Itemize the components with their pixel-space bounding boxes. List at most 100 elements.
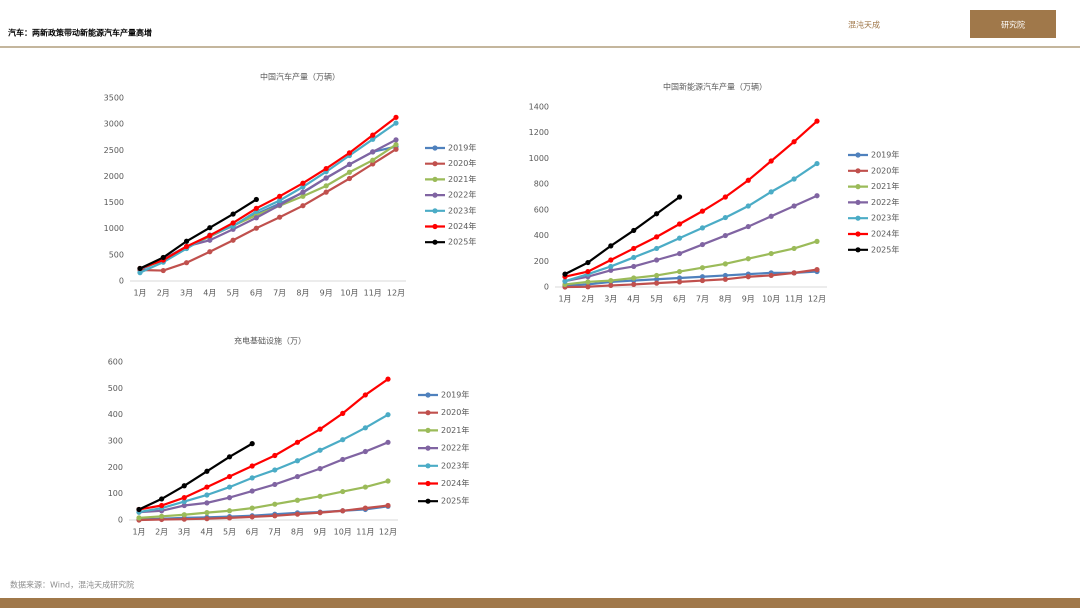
legend-marker xyxy=(432,176,438,182)
series-line xyxy=(139,198,257,270)
point-marker xyxy=(745,223,751,230)
x-tick-label: 3月 xyxy=(180,289,193,298)
point-marker xyxy=(300,193,306,199)
x-tick-label: 9月 xyxy=(742,295,755,304)
y-tick-label: 3000 xyxy=(104,120,124,129)
point-marker xyxy=(362,392,368,398)
point-marker xyxy=(699,277,706,284)
x-tick-label: 10月 xyxy=(334,528,352,537)
chart-title: 充电基础设施（万） xyxy=(234,336,306,346)
point-marker xyxy=(300,189,306,195)
point-marker xyxy=(608,263,614,270)
series-line xyxy=(564,194,818,283)
point-marker xyxy=(226,508,233,514)
point-marker xyxy=(230,220,236,226)
logo-name: 混沌天成 xyxy=(848,20,880,30)
point-marker xyxy=(385,478,391,484)
point-marker xyxy=(317,466,323,472)
x-tick-label: 1月 xyxy=(558,295,571,304)
point-marker xyxy=(159,496,165,502)
x-tick-label: 1月 xyxy=(133,289,146,298)
point-marker xyxy=(393,120,399,126)
point-marker xyxy=(317,493,323,499)
point-marker xyxy=(722,232,728,239)
point-marker xyxy=(370,132,376,138)
point-marker xyxy=(608,243,614,249)
point-marker xyxy=(699,274,706,280)
legend-label: 2019年 xyxy=(871,150,899,160)
point-marker xyxy=(181,516,187,522)
point-marker xyxy=(226,515,233,521)
legend-label: 2025年 xyxy=(871,244,899,254)
legend-label: 2020年 xyxy=(441,407,469,417)
point-marker xyxy=(699,241,706,248)
legend-marker xyxy=(425,410,431,416)
series-line xyxy=(564,268,818,289)
legend-marker xyxy=(432,161,438,167)
point-marker xyxy=(370,136,376,142)
legend-marker xyxy=(855,199,861,205)
point-marker xyxy=(346,169,353,175)
point-marker xyxy=(676,221,683,227)
footer-bar xyxy=(0,598,1080,608)
point-marker xyxy=(362,505,368,511)
point-marker xyxy=(272,513,278,519)
point-marker xyxy=(230,237,236,243)
y-tick-label: 500 xyxy=(109,250,124,259)
point-marker xyxy=(294,439,301,445)
legend-marker xyxy=(425,463,431,469)
legend-marker xyxy=(425,498,431,504)
x-tick-label: 6月 xyxy=(250,289,263,298)
point-marker xyxy=(385,502,391,509)
point-marker xyxy=(362,425,368,431)
legend-marker xyxy=(855,247,861,253)
point-marker xyxy=(249,441,255,447)
x-tick-label: 7月 xyxy=(268,528,281,537)
legend-marker xyxy=(432,145,438,151)
point-marker xyxy=(207,249,213,255)
series-line xyxy=(139,122,397,274)
point-marker xyxy=(608,282,614,289)
y-tick-label: 300 xyxy=(108,437,123,446)
point-marker xyxy=(654,234,660,240)
x-tick-label: 10月 xyxy=(340,289,358,298)
point-marker xyxy=(608,257,614,263)
point-marker xyxy=(676,279,683,285)
x-tick-label: 8月 xyxy=(291,528,304,537)
point-marker xyxy=(385,412,391,418)
point-marker xyxy=(277,202,283,208)
point-marker xyxy=(699,225,706,231)
point-marker xyxy=(722,261,728,267)
series-line xyxy=(139,138,397,270)
point-marker xyxy=(249,475,255,481)
point-marker xyxy=(340,488,346,495)
point-marker xyxy=(249,488,255,494)
legend-label: 2021年 xyxy=(871,181,899,191)
point-marker xyxy=(230,211,236,217)
series-line xyxy=(138,504,389,522)
point-marker xyxy=(207,232,213,239)
point-marker xyxy=(676,235,683,241)
series-line xyxy=(564,196,681,276)
point-marker xyxy=(631,263,637,270)
x-tick-label: 5月 xyxy=(223,528,236,537)
legend-label: 2025年 xyxy=(441,496,469,506)
series-line xyxy=(138,479,389,519)
x-tick-label: 6月 xyxy=(673,295,686,304)
point-marker xyxy=(136,515,142,521)
point-marker xyxy=(585,284,591,290)
legend-marker xyxy=(855,215,861,221)
point-marker xyxy=(323,183,329,189)
point-marker xyxy=(294,497,301,503)
point-marker xyxy=(791,270,797,276)
point-marker xyxy=(370,157,376,163)
series-line xyxy=(139,148,397,272)
legend-label: 2022年 xyxy=(441,443,469,453)
x-tick-label: 2月 xyxy=(155,528,168,537)
point-marker xyxy=(272,481,278,488)
point-marker xyxy=(791,139,797,145)
point-marker xyxy=(676,275,683,281)
legend-marker xyxy=(425,427,431,433)
point-marker xyxy=(294,473,301,480)
point-marker xyxy=(272,452,278,459)
